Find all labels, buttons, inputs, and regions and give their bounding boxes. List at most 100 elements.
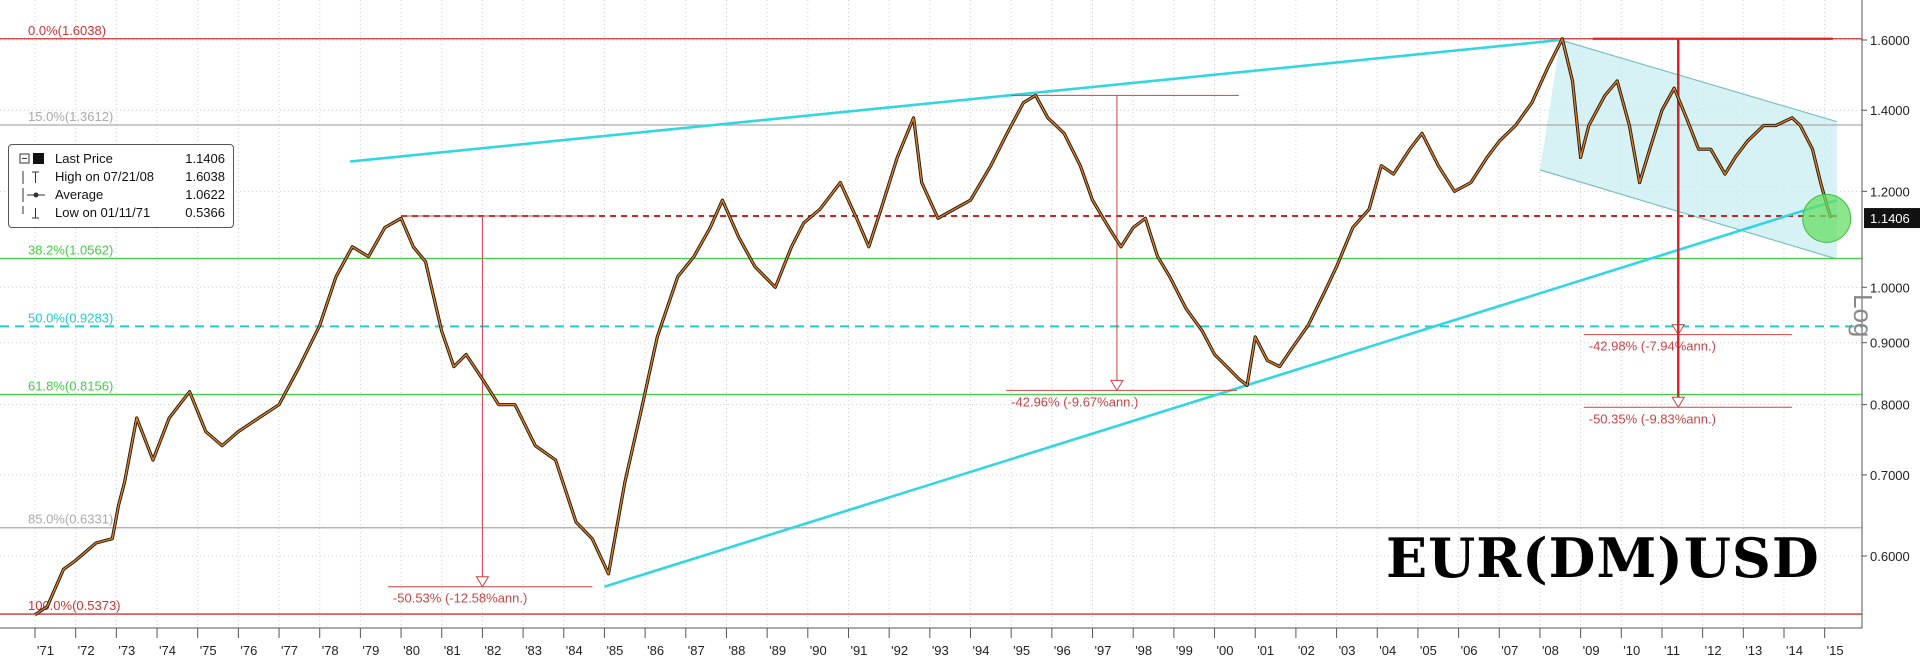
x-tick-label: '78 xyxy=(322,643,339,658)
x-tick-label: '84 xyxy=(566,643,583,658)
x-tick-label: '93 xyxy=(932,643,949,658)
high-marker-icon xyxy=(22,171,39,184)
legend-value: 0.5366 xyxy=(185,205,225,220)
trend-layer xyxy=(350,38,1838,588)
legend-box: Last Price 1.1406 High on 07/21/08 1.603… xyxy=(8,144,234,228)
legend-label: Average xyxy=(55,187,104,202)
x-tick-label: '88 xyxy=(728,643,745,658)
drop-annotation-label: -42.96% (-9.67%ann.) xyxy=(1011,394,1138,409)
average-marker-icon xyxy=(22,188,45,202)
square-icon xyxy=(19,153,44,164)
fib-level-label: 61.8%(0.8156) xyxy=(28,378,113,393)
drop-arrow-head xyxy=(1671,396,1686,409)
x-tick-label: '87 xyxy=(688,643,705,658)
annotation-layer: -50.53% (-12.58%ann.) -42.96% (-9.67%ann.… xyxy=(387,37,1833,606)
x-tick-label: '05 xyxy=(1420,643,1437,658)
x-tick-label: '03 xyxy=(1339,643,1356,658)
x-tick-label: '01 xyxy=(1257,643,1274,658)
y-axis-scale-label: Log xyxy=(1848,294,1878,338)
fib-level-label: 100.0%(0.5373) xyxy=(28,598,121,613)
y-tick-label: 0.8000 xyxy=(1870,398,1910,413)
x-tick-label: '09 xyxy=(1583,643,1600,658)
trend-line xyxy=(350,38,1561,163)
x-tick-label: '97 xyxy=(1095,643,1112,658)
x-tick-label: '00 xyxy=(1217,643,1234,658)
y-tick-label: 1.0000 xyxy=(1870,280,1910,295)
x-tick-label: '99 xyxy=(1176,643,1193,658)
fib-level-label: 15.0%(1.3612) xyxy=(28,109,113,124)
drop-arrow-head xyxy=(475,576,490,588)
x-tick-label: '77 xyxy=(281,643,298,658)
x-tick-label: '91 xyxy=(850,643,867,658)
series-layer xyxy=(34,37,1852,617)
channel-fill xyxy=(1539,40,1837,260)
x-tick-label: '75 xyxy=(200,643,217,658)
fib-level-label: 0.0%(1.6038) xyxy=(28,23,106,38)
legend-entry-average: Average 1.0622 xyxy=(19,187,225,203)
x-tick-label: '79 xyxy=(362,643,379,658)
x-tick-label: '83 xyxy=(525,643,542,658)
x-tick-label: '04 xyxy=(1379,643,1396,658)
legend-value: 1.6038 xyxy=(185,169,225,184)
x-tick-label: '89 xyxy=(769,643,786,658)
drop-annotation-label: -50.35% (-9.83%ann.) xyxy=(1589,411,1716,426)
x-tick-label: '85 xyxy=(606,643,623,658)
legend-value: 1.0622 xyxy=(185,187,225,202)
x-tick-label: '10 xyxy=(1623,643,1640,658)
y-tick-label: 0.6000 xyxy=(1870,549,1910,564)
channel-upper-line xyxy=(1560,39,1838,123)
y-tick-label: 1.6000 xyxy=(1870,33,1910,48)
x-tick-label: '72 xyxy=(78,643,95,658)
x-tick-label: '90 xyxy=(810,643,827,658)
legend-entry-high: High on 07/21/08 1.6038 xyxy=(19,169,225,185)
y-tick-label: 1.4000 xyxy=(1870,103,1910,118)
last-price-badge xyxy=(1864,208,1920,229)
x-tick-label: '14 xyxy=(1786,643,1803,658)
drop-annotation-label: -42.98% (-7.94%ann.) xyxy=(1589,339,1716,354)
legend-label: Low on 01/11/71 xyxy=(55,205,151,220)
chart-title: EUR(DM)USD xyxy=(1386,526,1820,590)
x-tick-label: '07 xyxy=(1501,643,1518,658)
last-price-badge-label: 1.1406 xyxy=(1870,211,1910,226)
x-tick-label: '98 xyxy=(1135,643,1152,658)
x-tick-label: '74 xyxy=(159,643,176,658)
x-tick-label: '95 xyxy=(1013,643,1030,658)
trend-line xyxy=(604,198,1838,588)
fib-level-label: 85.0%(0.6331) xyxy=(28,512,113,527)
legend-entry-last-price: Last Price 1.1406 xyxy=(19,151,225,167)
x-tick-label: '94 xyxy=(973,643,990,658)
x-tick-label: '71 xyxy=(37,643,54,658)
x-tick-label: '80 xyxy=(403,643,420,658)
price-series-line xyxy=(34,38,1832,616)
x-tick-label: '06 xyxy=(1461,643,1478,658)
x-tick-label: '13 xyxy=(1745,643,1762,658)
x-tick-label: '73 xyxy=(118,643,135,658)
legend-label: Last Price xyxy=(55,151,113,166)
x-tick-label: '82 xyxy=(484,643,501,658)
fibonacci-layer: 0.0%(1.6038) 15.0%(1.3612) 38.2%(1.0562) 50… xyxy=(0,23,1862,615)
x-tick-label: '81 xyxy=(444,643,461,658)
x-tick-label: '86 xyxy=(647,643,664,658)
x-tick-label: '12 xyxy=(1705,643,1722,658)
x-tick-label: '15 xyxy=(1827,643,1844,658)
y-tick-label: 0.9000 xyxy=(1870,336,1910,351)
channel-lower-line xyxy=(1539,169,1838,260)
x-tick-label: '02 xyxy=(1298,643,1315,658)
channel-layer xyxy=(1539,39,1838,260)
x-tick-label: '76 xyxy=(240,643,257,658)
legend-label: High on 07/21/08 xyxy=(55,169,155,184)
x-tick-label: '96 xyxy=(1054,643,1071,658)
x-tick-label: '92 xyxy=(891,643,908,658)
y-tick-label: 0.7000 xyxy=(1870,468,1910,483)
x-tick-label: '08 xyxy=(1542,643,1559,658)
fib-level-label: 50.0%(0.9283) xyxy=(28,310,113,325)
drop-annotation-label: -50.53% (-12.58%ann.) xyxy=(393,591,527,606)
x-tick-label: '11 xyxy=(1664,643,1680,658)
latest-price-highlight xyxy=(1802,193,1852,243)
legend-value: 1.1406 xyxy=(185,151,225,166)
legend-entry-low: Low on 01/11/71 0.5366 xyxy=(19,205,225,221)
drop-arrow-head xyxy=(1110,379,1124,392)
low-marker-icon xyxy=(22,206,39,219)
